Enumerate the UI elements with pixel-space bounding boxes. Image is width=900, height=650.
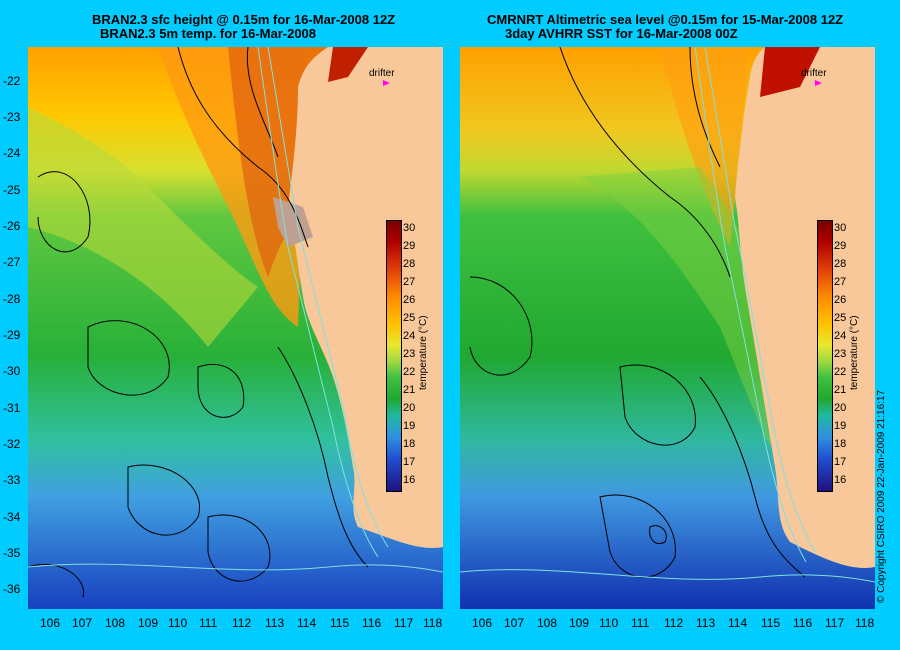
lat-label: -32 bbox=[3, 437, 21, 451]
lat-label: -26 bbox=[3, 219, 21, 233]
lon-label: 118 bbox=[423, 616, 443, 630]
colorbar-tick: 16 bbox=[834, 474, 847, 486]
left-title-line1: BRAN2.3 sfc height @ 0.15m for 16-Mar-20… bbox=[92, 12, 396, 27]
colorbar-tick: 23 bbox=[403, 348, 416, 360]
lon-label: 114 bbox=[728, 616, 748, 630]
colorbar-tick: 28 bbox=[834, 258, 847, 270]
lon-label: 110 bbox=[599, 616, 619, 630]
colorbar-tick: 25 bbox=[834, 312, 847, 324]
lon-label: 109 bbox=[138, 616, 159, 630]
colorbar-scale bbox=[386, 220, 402, 492]
lon-label: 111 bbox=[631, 616, 650, 630]
lat-label: -30 bbox=[3, 364, 21, 378]
lon-label: 116 bbox=[362, 616, 382, 630]
colorbar-tick: 20 bbox=[403, 402, 416, 414]
lon-label: 109 bbox=[569, 616, 590, 630]
lon-label: 118 bbox=[855, 616, 875, 630]
colorbar-tick: 17 bbox=[834, 456, 847, 468]
colorbar-tick: 30 bbox=[834, 222, 847, 234]
lat-label: -29 bbox=[3, 328, 21, 342]
lon-label: 110 bbox=[168, 616, 188, 630]
colorbar-scale bbox=[817, 220, 833, 492]
drifter-label: drifter bbox=[369, 68, 395, 79]
drifter-label: drifter bbox=[801, 68, 827, 79]
lon-label: 106 bbox=[40, 616, 61, 630]
colorbar-tick: 27 bbox=[403, 276, 416, 288]
colorbar-tick: 19 bbox=[834, 420, 847, 432]
colorbar-label: temperature (°C) bbox=[418, 315, 429, 390]
lon-label: 113 bbox=[696, 616, 716, 630]
lon-label: 115 bbox=[761, 616, 781, 630]
lon-label: 106 bbox=[472, 616, 493, 630]
colorbar-tick: 26 bbox=[834, 294, 847, 306]
colorbar-label: temperature (°C) bbox=[849, 315, 860, 390]
colorbar-tick: 18 bbox=[834, 438, 847, 450]
colorbar-tick: 22 bbox=[834, 366, 847, 378]
lat-label: -24 bbox=[3, 146, 21, 160]
drifter-marker-icon bbox=[383, 80, 390, 86]
colorbar-tick: 25 bbox=[403, 312, 416, 324]
colorbar-tick: 24 bbox=[403, 330, 416, 342]
lon-label: 112 bbox=[232, 616, 252, 630]
colorbar-tick: 19 bbox=[403, 420, 416, 432]
lon-label: 117 bbox=[825, 616, 845, 630]
lon-label: 115 bbox=[330, 616, 350, 630]
lon-label: 107 bbox=[72, 616, 93, 630]
right-sst-map bbox=[460, 47, 875, 609]
colorbar-tick: 27 bbox=[834, 276, 847, 288]
lat-label: -36 bbox=[3, 582, 21, 596]
colorbar-tick: 23 bbox=[834, 348, 847, 360]
right-map-panel bbox=[460, 47, 875, 609]
colorbar-tick: 20 bbox=[834, 402, 847, 414]
right-title-line1: CMRNRT Altimetric sea level @0.15m for 1… bbox=[487, 12, 844, 27]
lon-label: 112 bbox=[664, 616, 684, 630]
colorbar-tick: 18 bbox=[403, 438, 416, 450]
colorbar-tick: 21 bbox=[403, 384, 416, 396]
colorbar-tick: 17 bbox=[403, 456, 416, 468]
lat-label: -22 bbox=[3, 74, 21, 88]
colorbar-tick: 16 bbox=[403, 474, 416, 486]
colorbar-tick: 24 bbox=[834, 330, 847, 342]
colorbar-tick: 26 bbox=[403, 294, 416, 306]
lon-label: 108 bbox=[537, 616, 558, 630]
lon-label: 107 bbox=[504, 616, 525, 630]
lat-label: -23 bbox=[3, 110, 21, 124]
left-map-panel bbox=[28, 47, 443, 609]
lon-label: 117 bbox=[394, 616, 414, 630]
lat-label: -27 bbox=[3, 255, 21, 269]
left-title-line2: BRAN2.3 5m temp. for 16-Mar-2008 bbox=[100, 26, 317, 41]
lon-label: 108 bbox=[105, 616, 126, 630]
lat-label: -33 bbox=[3, 473, 21, 487]
colorbar-tick: 21 bbox=[834, 384, 847, 396]
colorbar-tick: 29 bbox=[834, 240, 847, 252]
colorbar-tick: 30 bbox=[403, 222, 416, 234]
lat-label: -28 bbox=[3, 292, 21, 306]
lon-label: 113 bbox=[265, 616, 285, 630]
left-sst-map bbox=[28, 47, 443, 609]
colorbar-tick: 29 bbox=[403, 240, 416, 252]
right-title-line2: 3day AVHRR SST for 16-Mar-2008 00Z bbox=[505, 26, 738, 41]
lat-label: -31 bbox=[3, 401, 21, 415]
lat-label: -25 bbox=[3, 183, 21, 197]
colorbar-tick: 22 bbox=[403, 366, 416, 378]
lat-label: -35 bbox=[3, 546, 21, 560]
lon-label: 116 bbox=[793, 616, 813, 630]
lon-label: 111 bbox=[199, 616, 218, 630]
drifter-marker-icon bbox=[815, 80, 822, 86]
lat-label: -34 bbox=[3, 510, 21, 524]
colorbar-tick: 28 bbox=[403, 258, 416, 270]
copyright-credit: © Copyright CSIRO 2009 22-Jan-2009 21:16… bbox=[876, 389, 887, 603]
lon-label: 114 bbox=[297, 616, 317, 630]
